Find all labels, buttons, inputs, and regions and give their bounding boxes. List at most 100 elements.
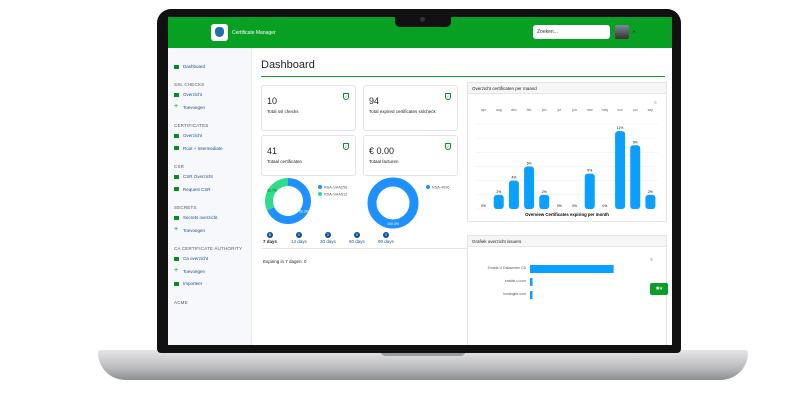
chevron-down-icon[interactable]: ▼ <box>632 29 636 34</box>
count-badge: 0 <box>324 232 331 238</box>
legend-marker <box>426 185 430 189</box>
plus-icon: + <box>174 103 179 110</box>
sidebar-item-toevoegen[interactable]: + Toevoegen <box>174 267 205 274</box>
x-tick-label: jun <box>571 108 577 112</box>
sidebar-item-toevoegen[interactable]: + Toevoegen <box>174 226 205 233</box>
avatar[interactable] <box>615 25 629 39</box>
data-label: 0% <box>572 204 577 208</box>
bar[interactable] <box>508 180 519 209</box>
bar[interactable] <box>584 173 595 209</box>
sidebar-item-label: Request CSR <box>183 186 211 192</box>
bar[interactable] <box>530 278 533 286</box>
stat-value: 41 <box>267 146 278 156</box>
sidebar-item-ca-overzicht[interactable]: Ca overzicht <box>174 256 208 261</box>
donut-slice[interactable] <box>367 177 419 229</box>
bar[interactable] <box>493 194 504 209</box>
x-tick-label: feb <box>527 108 532 112</box>
tab-30-days[interactable]: 30 days 0 <box>320 232 336 244</box>
bar[interactable] <box>615 131 626 209</box>
folder-icon <box>174 174 179 179</box>
tab-label: 90 days <box>378 239 394 244</box>
legend-label[interactable]: RSA-SHA512 <box>324 193 347 197</box>
sidebar-item-overzicht[interactable]: Overzicht <box>174 92 202 97</box>
sidebar-item-secrets-overzicht[interactable]: Secrets overzicht <box>174 215 218 220</box>
menu-icon[interactable]: ≡ <box>654 100 657 106</box>
count-badge: 0 <box>382 232 389 238</box>
sidebar-item-toevoegen[interactable]: + Toevoegen <box>174 103 205 110</box>
menu-icon[interactable]: ≡ <box>650 257 653 263</box>
x-tick-label: dec <box>511 108 517 112</box>
bar[interactable] <box>530 265 614 273</box>
x-tick-label: nov <box>617 108 623 112</box>
issuers-bar-chart: ≡ Enable U Datacenter CA enable-u.com hosti… <box>488 257 653 299</box>
folder-icon <box>174 281 179 286</box>
bar[interactable] <box>630 145 641 209</box>
app-screen: Certificate Manager Zoeken... ▼ Dashboar… <box>168 17 672 345</box>
stat-label: Totaal facturen <box>369 159 399 164</box>
sidebar-section-heading: SSL CHECKS <box>174 82 205 87</box>
folder-icon <box>174 133 179 138</box>
bar[interactable] <box>539 194 550 209</box>
sidebar-item-root-intermediate[interactable]: Root + Intermediate <box>174 146 223 151</box>
donut-data-label: 31.7% <box>267 189 277 193</box>
shield-check-icon: ✓ <box>343 93 349 100</box>
stat-label: Total expired certificates sslcheck <box>369 109 436 114</box>
data-label: 4% <box>512 176 517 180</box>
x-tick-label: mar <box>587 108 594 112</box>
home-icon <box>174 64 179 69</box>
tab-label: 7 days <box>263 239 278 244</box>
data-label: 0% <box>557 204 562 208</box>
x-tick-label: jan <box>541 108 547 112</box>
sidebar-item-dashboard[interactable]: Dashboard <box>174 64 205 69</box>
folder-icon <box>174 146 179 150</box>
panel-title: Overzicht certificaten per maand <box>468 83 666 94</box>
data-label: 0% <box>603 204 608 208</box>
sidebar-item-importeer[interactable]: Importeer <box>174 281 202 286</box>
app-logo[interactable] <box>211 24 228 41</box>
sidebar-section-heading: ACME <box>174 299 188 305</box>
sidebar-item-label: CSR Overzicht <box>183 174 213 179</box>
tab-label: 60 days <box>349 239 365 244</box>
shield-check-icon: ✓ <box>445 143 451 150</box>
sidebar: Dashboard SSL CHECKS Overzicht + Toevoegen C… <box>168 48 252 345</box>
settings-button[interactable]: ✱▾ <box>650 283 668 295</box>
tab-14-days[interactable]: 14 days 0 <box>291 232 307 244</box>
camera <box>420 17 425 22</box>
tab-90-days[interactable]: 90 days 0 <box>378 232 394 244</box>
legend-label[interactable]: RSA-SHA256 <box>324 186 347 190</box>
stat-value: 94 <box>369 96 380 106</box>
data-label: 6% <box>527 162 532 166</box>
sidebar-item-overzicht[interactable]: Overzicht <box>174 133 202 138</box>
donut-slice[interactable] <box>265 178 289 211</box>
bar[interactable] <box>645 194 656 209</box>
data-label: 2% <box>496 190 501 194</box>
tab-7-days[interactable]: 7 days 0 <box>263 232 278 244</box>
data-label: 2% <box>542 190 547 194</box>
plus-icon: + <box>174 226 179 233</box>
sidebar-item-label: Ca overzicht <box>183 256 209 261</box>
legend-label[interactable]: RSA-4096 <box>432 186 450 190</box>
stat-card[interactable]: 41 Totaal certificaten ✓ <box>261 135 356 176</box>
stat-card[interactable]: 94 Total expired certificates sslcheck ✓ <box>363 85 458 131</box>
sidebar-item-label: Overzicht <box>183 133 203 138</box>
stat-card[interactable]: 10 Total ssl checks ✓ <box>261 85 356 131</box>
bar[interactable] <box>524 166 535 210</box>
top-bar: Certificate Manager Zoeken... ▼ <box>168 17 672 48</box>
sidebar-item-request-csr[interactable]: Request CSR <box>174 187 211 192</box>
search-input[interactable]: Zoeken... <box>533 25 610 39</box>
sidebar-section-heading: CERTIFICATES <box>174 123 209 128</box>
x-tick-label: may <box>602 108 609 112</box>
sidebar-item-csr-overzicht[interactable]: CSR Overzicht <box>174 174 213 179</box>
x-tick-label: jul <box>557 108 562 112</box>
stat-card[interactable]: € 0.00 Totaal facturen ✓ <box>363 135 458 176</box>
data-label: 0% <box>481 204 486 208</box>
app-title: Certificate Manager <box>232 30 276 36</box>
monthly-chart-panel: Overzicht certificaten per maand apr 0% au… <box>467 82 667 222</box>
x-tick-label: apr <box>481 108 487 112</box>
bar[interactable] <box>530 291 533 299</box>
tab-60-days[interactable]: 60 days 0 <box>349 232 365 244</box>
count-badge: 0 <box>353 232 360 238</box>
donut-slice[interactable] <box>267 178 311 224</box>
x-tick-label: oct <box>633 108 638 112</box>
data-label: 2% <box>648 190 653 194</box>
